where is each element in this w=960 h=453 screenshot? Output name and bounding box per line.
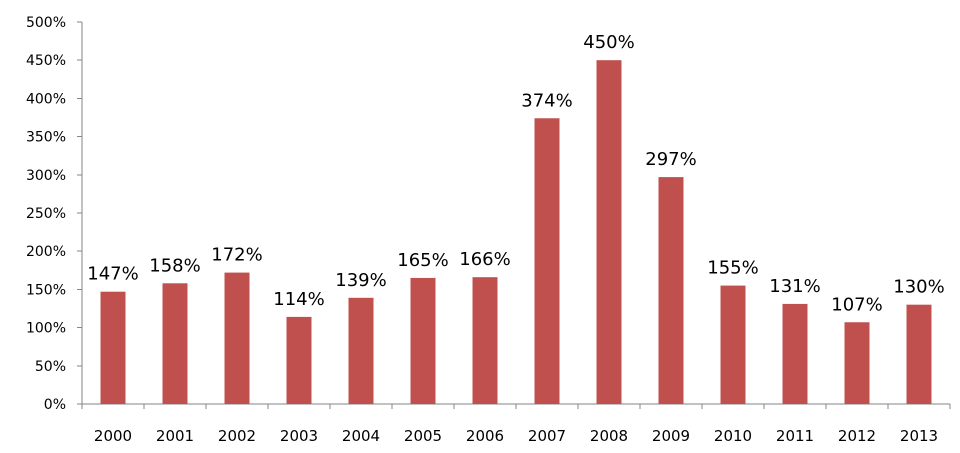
y-tick-label: 450%: [26, 53, 66, 69]
data-label-2009: 297%: [645, 149, 696, 170]
data-label-2000: 147%: [87, 264, 138, 285]
x-tick-label-2002: 2002: [218, 427, 256, 445]
y-tick-label: 50%: [35, 359, 66, 375]
x-tick-label-2011: 2011: [776, 427, 814, 445]
x-tick-label-2006: 2006: [466, 427, 504, 445]
x-tick-label-2012: 2012: [838, 427, 876, 445]
x-tick-label-2004: 2004: [342, 427, 380, 445]
bar-2010: [720, 285, 746, 404]
y-tick-label: 500%: [26, 15, 66, 31]
data-label-2007: 374%: [521, 90, 572, 111]
x-tick-label-2003: 2003: [280, 427, 318, 445]
y-tick-label: 100%: [26, 321, 66, 337]
data-label-2003: 114%: [273, 289, 324, 310]
data-label-2012: 107%: [831, 294, 882, 315]
x-tick-label-2007: 2007: [528, 427, 566, 445]
bar-2007: [534, 118, 560, 404]
x-tick-label-2008: 2008: [590, 427, 628, 445]
data-label-2005: 165%: [397, 250, 448, 271]
y-tick-label: 300%: [26, 168, 66, 184]
bar-2002: [224, 272, 250, 404]
data-label-2004: 139%: [335, 270, 386, 291]
x-tick-label-2000: 2000: [94, 427, 132, 445]
bar-2013: [906, 304, 932, 404]
x-tick-label-2005: 2005: [404, 427, 442, 445]
x-tick-label-2001: 2001: [156, 427, 194, 445]
data-label-2010: 155%: [707, 258, 758, 279]
data-label-2001: 158%: [149, 255, 200, 276]
bar-2003: [286, 316, 312, 404]
data-label-2006: 166%: [459, 249, 510, 270]
bar-2000: [100, 291, 126, 404]
y-tick-label: 150%: [26, 282, 66, 298]
bar-2011: [782, 303, 808, 404]
x-tick-label-2013: 2013: [900, 427, 938, 445]
y-tick-label: 0%: [44, 397, 66, 413]
data-label-2008: 450%: [583, 32, 634, 53]
y-tick-label: 400%: [26, 91, 66, 107]
data-label-2002: 172%: [211, 245, 262, 266]
bar-2001: [162, 283, 188, 404]
y-tick-label: 350%: [26, 130, 66, 146]
y-tick-label: 200%: [26, 244, 66, 260]
x-tick-label-2009: 2009: [652, 427, 690, 445]
bar-2006: [472, 277, 498, 404]
data-label-2013: 130%: [893, 277, 944, 298]
bar-2008: [596, 60, 622, 404]
bar-2005: [410, 277, 436, 404]
y-tick-label: 250%: [26, 206, 66, 222]
bar-2004: [348, 297, 374, 404]
bar-2012: [844, 322, 870, 404]
x-tick-label-2010: 2010: [714, 427, 752, 445]
bar-2009: [658, 177, 684, 404]
data-label-2011: 131%: [769, 276, 820, 297]
